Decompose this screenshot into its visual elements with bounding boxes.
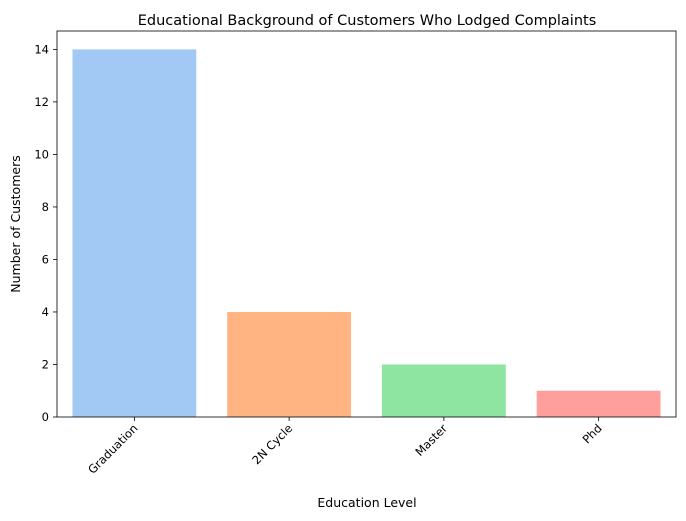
y-tick-label: 14 bbox=[34, 42, 49, 56]
plot-area-frame bbox=[56, 30, 677, 418]
y-tick-label: 0 bbox=[42, 410, 49, 424]
x-tick-label-2n-cycle: 2N Cycle bbox=[249, 421, 295, 467]
x-axis-label: Education Level bbox=[317, 495, 416, 510]
bar-2n-cycle bbox=[227, 311, 352, 417]
x-tick-label-graduation: Graduation bbox=[85, 421, 140, 476]
y-tick-label: 2 bbox=[42, 357, 49, 371]
y-tick-label: 12 bbox=[34, 95, 49, 109]
bar-phd bbox=[536, 390, 661, 417]
bars-group bbox=[72, 49, 661, 417]
y-axis-label: Number of Customers bbox=[8, 155, 23, 292]
x-tick-label-master: Master bbox=[412, 421, 450, 459]
x-axis-ticks: Graduation 2N Cycle Master Phd bbox=[85, 417, 605, 477]
y-tick-label: 10 bbox=[34, 147, 49, 161]
bar-master bbox=[381, 364, 506, 417]
y-axis-ticks: 0 2 4 6 8 10 12 14 bbox=[34, 42, 57, 424]
x-tick-label-phd: Phd bbox=[580, 421, 605, 446]
y-tick-label: 6 bbox=[42, 252, 49, 266]
y-tick-label: 8 bbox=[42, 200, 49, 214]
chart-title: Educational Background of Customers Who … bbox=[138, 13, 597, 29]
y-tick-label: 4 bbox=[42, 305, 49, 319]
bar-graduation bbox=[72, 49, 197, 417]
